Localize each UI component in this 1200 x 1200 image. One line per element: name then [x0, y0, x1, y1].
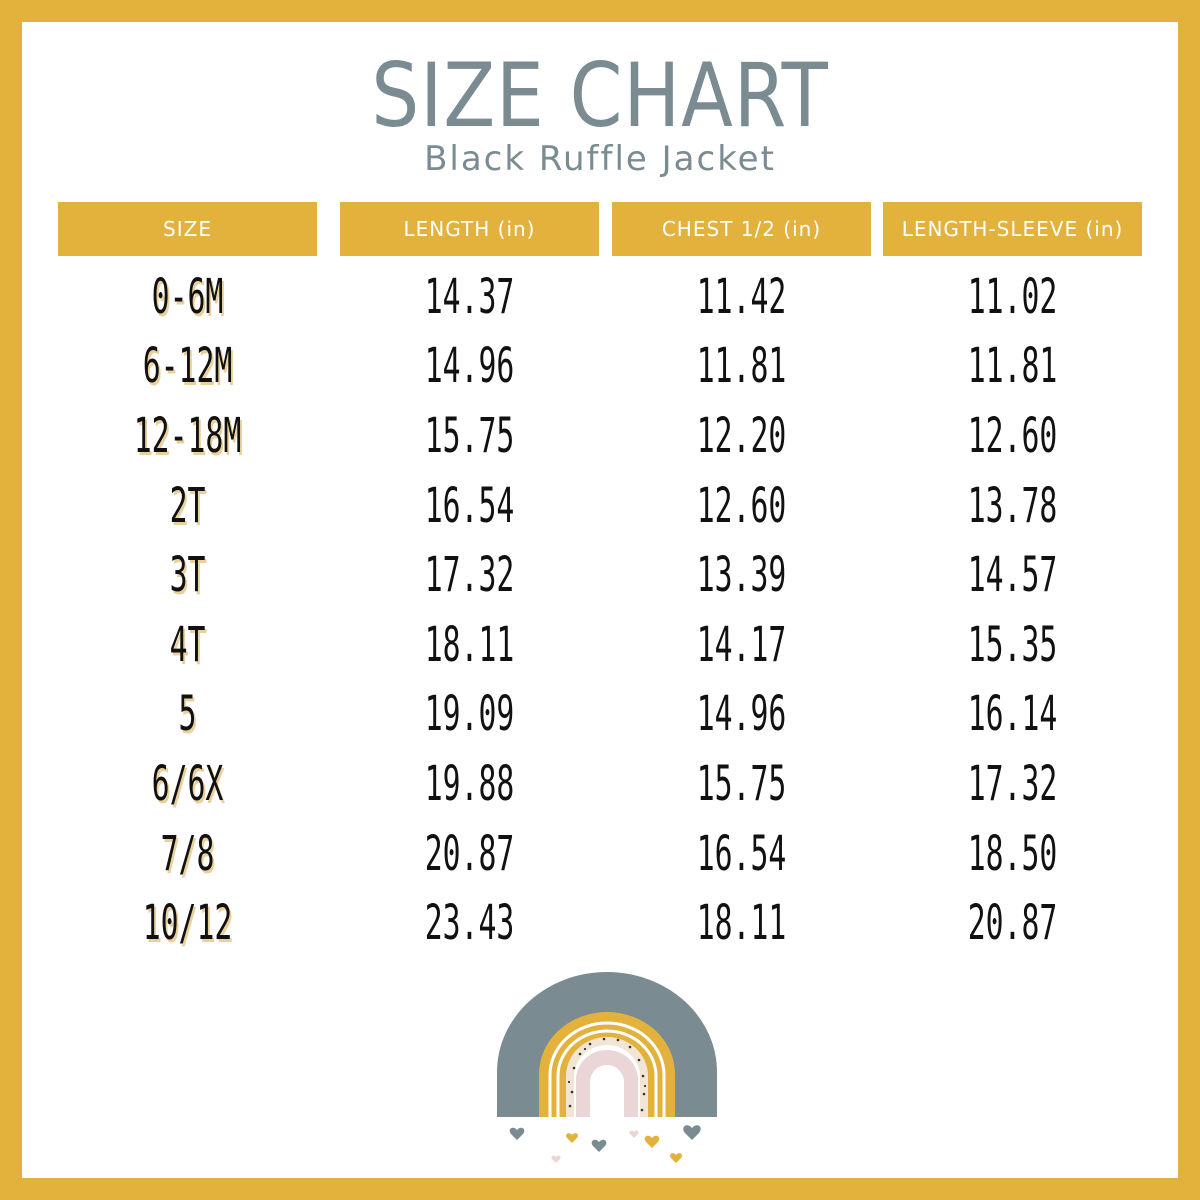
chest-cell: 11.81	[696, 338, 787, 395]
rainbow-stripe	[548, 1021, 666, 1117]
chest-cell: 14.17	[696, 616, 787, 673]
column-header-chest: CHEST 1/2 (in)	[612, 202, 871, 256]
length-cell: 15.75	[424, 407, 515, 464]
size-cell: 6/6X	[151, 755, 224, 812]
length-sleeve-cell: 15.35	[967, 616, 1058, 673]
column-header-length: LENGTH (in)	[340, 202, 599, 256]
table-row: 4T 18.11 14.17 15.35	[22, 610, 1178, 680]
table-body: 0-6M 14.37 11.42 11.02 6-12M 14.96 11.81…	[22, 262, 1178, 958]
length-cell: 14.96	[424, 338, 515, 395]
table-row: 12-18M 15.75 12.20 12.60	[22, 401, 1178, 471]
rainbow-with-hearts-icon	[492, 972, 722, 1172]
length-sleeve-cell: 11.02	[967, 268, 1058, 325]
size-cell: 12-18M	[133, 407, 242, 464]
length-cell: 14.37	[424, 268, 515, 325]
column-header-size: SIZE	[58, 202, 317, 256]
chest-cell: 11.42	[696, 268, 787, 325]
size-cell: 3T	[169, 547, 206, 604]
column-header-length-sleeve: LENGTH-SLEEVE (in)	[883, 202, 1142, 256]
length-sleeve-cell: 17.32	[967, 755, 1058, 812]
rainbow-inner-band	[576, 1050, 638, 1117]
rainbow-middle-band	[539, 1012, 675, 1117]
size-cell: 7/8	[160, 825, 215, 882]
length-cell: 17.32	[424, 547, 515, 604]
length-sleeve-cell: 12.60	[967, 407, 1058, 464]
size-cell: 5	[178, 686, 197, 743]
rainbow-speckles	[567, 1037, 647, 1112]
chest-cell: 16.54	[696, 825, 787, 882]
length-sleeve-cell: 16.14	[967, 686, 1058, 743]
rainbow-stripe	[556, 1029, 658, 1117]
size-cell: 4T	[169, 616, 206, 673]
length-cell: 19.88	[424, 755, 515, 812]
chest-cell: 13.39	[696, 547, 787, 604]
rainbow-outer-band	[497, 972, 717, 1117]
length-cell: 20.87	[424, 825, 515, 882]
rainbow-illustration	[497, 972, 717, 1163]
chest-cell: 14.96	[696, 686, 787, 743]
length-sleeve-cell: 14.57	[967, 547, 1058, 604]
product-name: Black Ruffle Jacket	[424, 139, 776, 179]
table-header: SIZE LENGTH (in) CHEST 1/2 (in) LENGTH-S…	[22, 202, 1178, 256]
chest-cell: 12.20	[696, 407, 787, 464]
table-row: 0-6M 14.37 11.42 11.02	[22, 262, 1178, 332]
page-title: SIZE CHART	[371, 44, 829, 147]
length-sleeve-cell: 20.87	[967, 895, 1058, 952]
hearts-icon	[509, 1125, 701, 1163]
length-cell: 18.11	[424, 616, 515, 673]
size-cell: 0-6M	[151, 268, 224, 325]
table-row: 6/6X 19.88 15.75 17.32	[22, 749, 1178, 819]
length-cell: 19.09	[424, 686, 515, 743]
size-chart-card: SIZE CHART Black Ruffle Jacket SIZE LENG…	[22, 22, 1178, 1178]
size-cell: 10/12	[142, 895, 233, 952]
table-row: 3T 17.32 13.39 14.57	[22, 540, 1178, 610]
chest-cell: 18.11	[696, 895, 787, 952]
length-sleeve-cell: 18.50	[967, 825, 1058, 882]
length-sleeve-cell: 11.81	[967, 338, 1058, 395]
table-row: 10/12 23.43 18.11 20.87	[22, 888, 1178, 958]
length-sleeve-cell: 13.78	[967, 477, 1058, 534]
chest-cell: 12.60	[696, 477, 787, 534]
length-cell: 16.54	[424, 477, 515, 534]
length-cell: 23.43	[424, 895, 515, 952]
table-row: 5 19.09 14.96 16.14	[22, 680, 1178, 750]
table-row: 7/8 20.87 16.54 18.50	[22, 819, 1178, 889]
table-row: 6-12M 14.96 11.81 11.81	[22, 332, 1178, 402]
size-cell: 2T	[169, 477, 206, 534]
chest-cell: 15.75	[696, 755, 787, 812]
table-row: 2T 16.54 12.60 13.78	[22, 471, 1178, 541]
size-cell: 6-12M	[142, 338, 233, 395]
